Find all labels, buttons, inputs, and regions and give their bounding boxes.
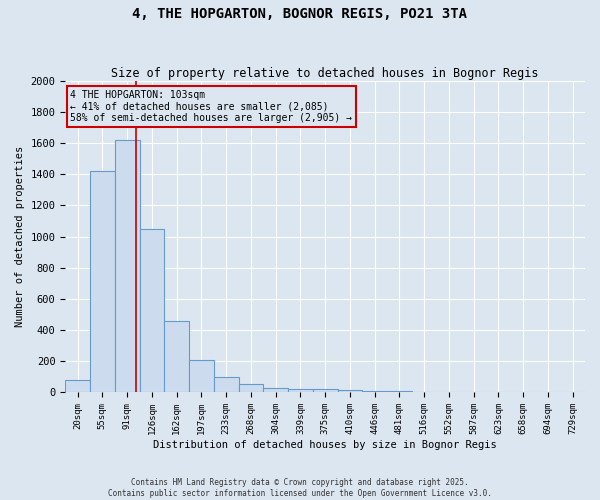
Bar	[164, 321, 189, 392]
Bar	[115, 140, 140, 392]
X-axis label: Distribution of detached houses by size in Bognor Regis: Distribution of detached houses by size …	[153, 440, 497, 450]
Bar	[387, 391, 412, 392]
Bar	[90, 171, 115, 392]
Y-axis label: Number of detached properties: Number of detached properties	[15, 146, 25, 327]
Bar	[214, 377, 239, 392]
Text: 4, THE HOPGARTON, BOGNOR REGIS, PO21 3TA: 4, THE HOPGARTON, BOGNOR REGIS, PO21 3TA	[133, 8, 467, 22]
Text: 4 THE HOPGARTON: 103sqm
← 41% of detached houses are smaller (2,085)
58% of semi: 4 THE HOPGARTON: 103sqm ← 41% of detache…	[70, 90, 352, 123]
Bar	[313, 390, 338, 392]
Bar	[239, 384, 263, 392]
Bar	[140, 229, 164, 392]
Bar	[263, 388, 288, 392]
Text: Contains HM Land Registry data © Crown copyright and database right 2025.
Contai: Contains HM Land Registry data © Crown c…	[108, 478, 492, 498]
Bar	[189, 360, 214, 392]
Bar	[288, 388, 313, 392]
Bar	[65, 380, 90, 392]
Bar	[362, 391, 387, 392]
Title: Size of property relative to detached houses in Bognor Regis: Size of property relative to detached ho…	[112, 66, 539, 80]
Bar	[338, 390, 362, 392]
